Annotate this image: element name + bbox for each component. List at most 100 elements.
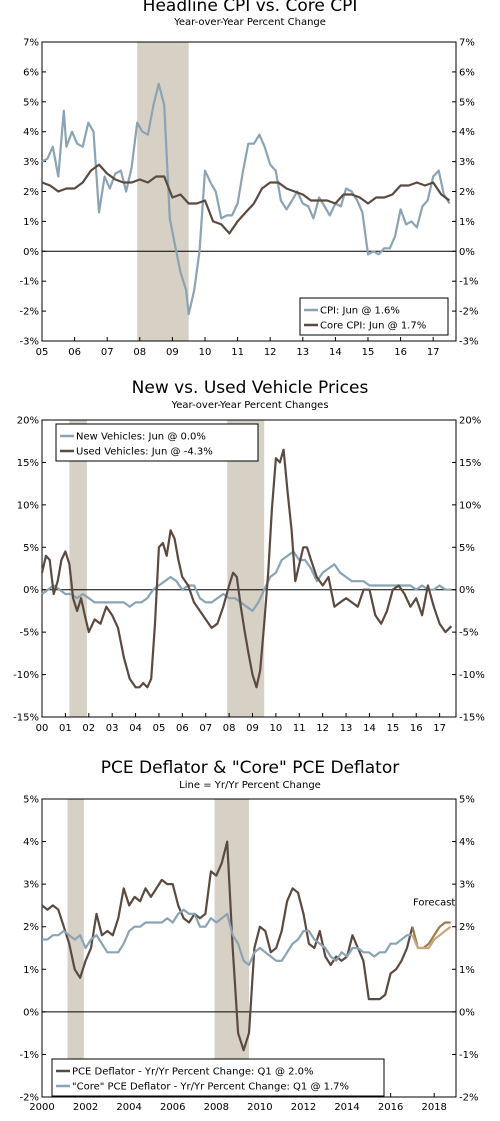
y-tick-label-left: 20%	[17, 416, 39, 427]
x-tick-label: 09	[246, 723, 259, 734]
recession-band	[67, 799, 84, 1097]
y-tick-label-left: -5%	[20, 628, 39, 639]
y-tick-label-right: 0%	[459, 1007, 475, 1018]
y-tick-label-right: -15%	[459, 713, 485, 724]
x-tick-label: 05	[36, 347, 49, 358]
x-tick-label: 08	[133, 347, 146, 358]
chart-subtitle: Line = Yr/Yr Percent Change	[179, 780, 321, 791]
y-tick-label-right: 15%	[459, 458, 481, 469]
legend-box	[55, 423, 259, 462]
legend-box	[299, 297, 449, 336]
x-tick-label: 2004	[116, 1102, 141, 1113]
recession-band	[227, 420, 265, 717]
x-tick-label: 01	[59, 723, 72, 734]
y-tick-label-right: 20%	[459, 416, 481, 427]
x-tick-label: 15	[386, 723, 399, 734]
x-tick-label: 2016	[378, 1102, 403, 1113]
x-tick-label: 15	[362, 347, 375, 358]
y-tick-label-right: 4%	[459, 127, 475, 138]
legend-entry: CPI: Jun @ 1.6%	[320, 306, 400, 317]
chart-headline-cpi: Headline CPI vs. Core CPI Year-over-Year…	[0, 0, 500, 370]
series-line-1	[41, 550, 452, 612]
y-tick-label-right: 5%	[459, 97, 475, 108]
cpi-plot: -3% -3% -2% -2% -1% -1% 0% 0% 1% 1% 2% 2% 3% 3% 4% 4% 5%…	[20, 38, 479, 359]
y-tick-label-left: 5%	[23, 97, 39, 108]
legend-entry: New Vehicles: Jun @ 0.0%	[76, 432, 206, 443]
recession-band	[137, 42, 189, 341]
y-tick-label-left: -3%	[20, 337, 39, 348]
x-tick-label: 17	[427, 347, 440, 358]
series-line-1	[41, 82, 451, 316]
x-tick-label: 05	[153, 723, 166, 734]
recession-band	[69, 420, 87, 717]
y-tick-label-right: 5%	[459, 543, 475, 554]
y-tick-label-left: 2%	[23, 922, 39, 933]
y-tick-label-left: 3%	[23, 157, 39, 168]
plot-frame	[41, 798, 457, 1098]
x-tick-label: 2002	[73, 1102, 98, 1113]
chart-title: PCE Deflator & "Core" PCE Deflator	[100, 758, 400, 778]
y-tick-label-right: 3%	[459, 880, 475, 891]
x-tick-label: 10	[270, 723, 283, 734]
x-tick-label: 2010	[247, 1102, 272, 1113]
y-tick-label-left: -1%	[20, 1050, 39, 1061]
x-tick-label: 2000	[29, 1102, 54, 1113]
chart-subtitle: Year-over-Year Percent Changes	[171, 400, 329, 411]
y-tick-label-right: -2%	[459, 307, 478, 318]
y-tick-label-right: -1%	[459, 277, 478, 288]
x-tick-label: 10	[199, 347, 212, 358]
y-tick-label-left: 4%	[23, 127, 39, 138]
y-tick-label-right: 0%	[459, 247, 475, 258]
y-tick-label-right: 0%	[459, 585, 475, 596]
y-tick-label-right: 2%	[459, 187, 475, 198]
x-tick-label: 14	[363, 723, 376, 734]
series-line-1	[41, 840, 414, 1052]
x-tick-label: 07	[101, 347, 114, 358]
x-tick-label: 04	[129, 723, 142, 734]
y-tick-label-right: -1%	[459, 1050, 478, 1061]
y-tick-label-right: 1%	[459, 965, 475, 976]
chart-subtitle: Year-over-Year Percent Change	[174, 17, 326, 28]
x-tick-label: 00	[36, 723, 49, 734]
x-tick-label: 09	[166, 347, 179, 358]
y-tick-label-left: -2%	[20, 1093, 39, 1104]
y-tick-label-right: -5%	[459, 628, 478, 639]
x-tick-label: 2008	[204, 1102, 229, 1113]
chart-vehicle-prices: New vs. Used Vehicle Prices Year-over-Ye…	[0, 378, 500, 748]
series-line-2	[41, 163, 451, 235]
chart-title: New vs. Used Vehicle Prices	[131, 378, 369, 398]
x-tick-label: 02	[82, 723, 95, 734]
y-tick-label-left: 0%	[23, 1007, 39, 1018]
y-tick-label-left: 5%	[23, 543, 39, 554]
y-tick-label-right: 7%	[459, 38, 475, 49]
x-tick-label: 2018	[421, 1102, 446, 1113]
y-tick-label-left: 10%	[17, 500, 39, 511]
chart-pce-deflator: PCE Deflator & "Core" PCE Deflator Line …	[0, 758, 500, 1121]
y-tick-label-right: 6%	[459, 67, 475, 78]
series-line-2	[42, 908, 413, 967]
x-tick-label: 06	[176, 723, 189, 734]
x-tick-label: 11	[231, 347, 244, 358]
x-tick-label: 12	[264, 347, 277, 358]
x-tick-label: 13	[296, 347, 309, 358]
y-tick-label-left: 2%	[23, 187, 39, 198]
y-tick-label-right: 3%	[459, 157, 475, 168]
y-tick-label-left: 3%	[23, 880, 39, 891]
y-tick-label-left: 1%	[23, 217, 39, 228]
y-tick-label-left: 1%	[23, 965, 39, 976]
y-tick-label-left: 0%	[23, 247, 39, 258]
x-tick-label: 12	[316, 723, 329, 734]
x-tick-label: 16	[394, 347, 407, 358]
y-tick-label-right: 1%	[459, 217, 475, 228]
series-line-2	[40, 448, 453, 689]
y-tick-label-right: 4%	[459, 837, 475, 848]
y-tick-label-left: 5%	[23, 795, 39, 806]
y-tick-label-right: -3%	[459, 337, 478, 348]
legend-entry: Core CPI: Jun @ 1.7%	[320, 321, 426, 332]
pce-plot: -2% -2% -1% -1% 0% 0% 1% 1% 2% 2% 3% 3% 4% 4% 5% 5% 2000…	[20, 795, 479, 1114]
y-tick-label-left: 4%	[23, 837, 39, 848]
x-tick-label: 13	[340, 723, 353, 734]
annotation-label: Forecast	[413, 897, 455, 908]
y-tick-label-right: 5%	[459, 795, 475, 806]
y-tick-label-left: -2%	[20, 307, 39, 318]
